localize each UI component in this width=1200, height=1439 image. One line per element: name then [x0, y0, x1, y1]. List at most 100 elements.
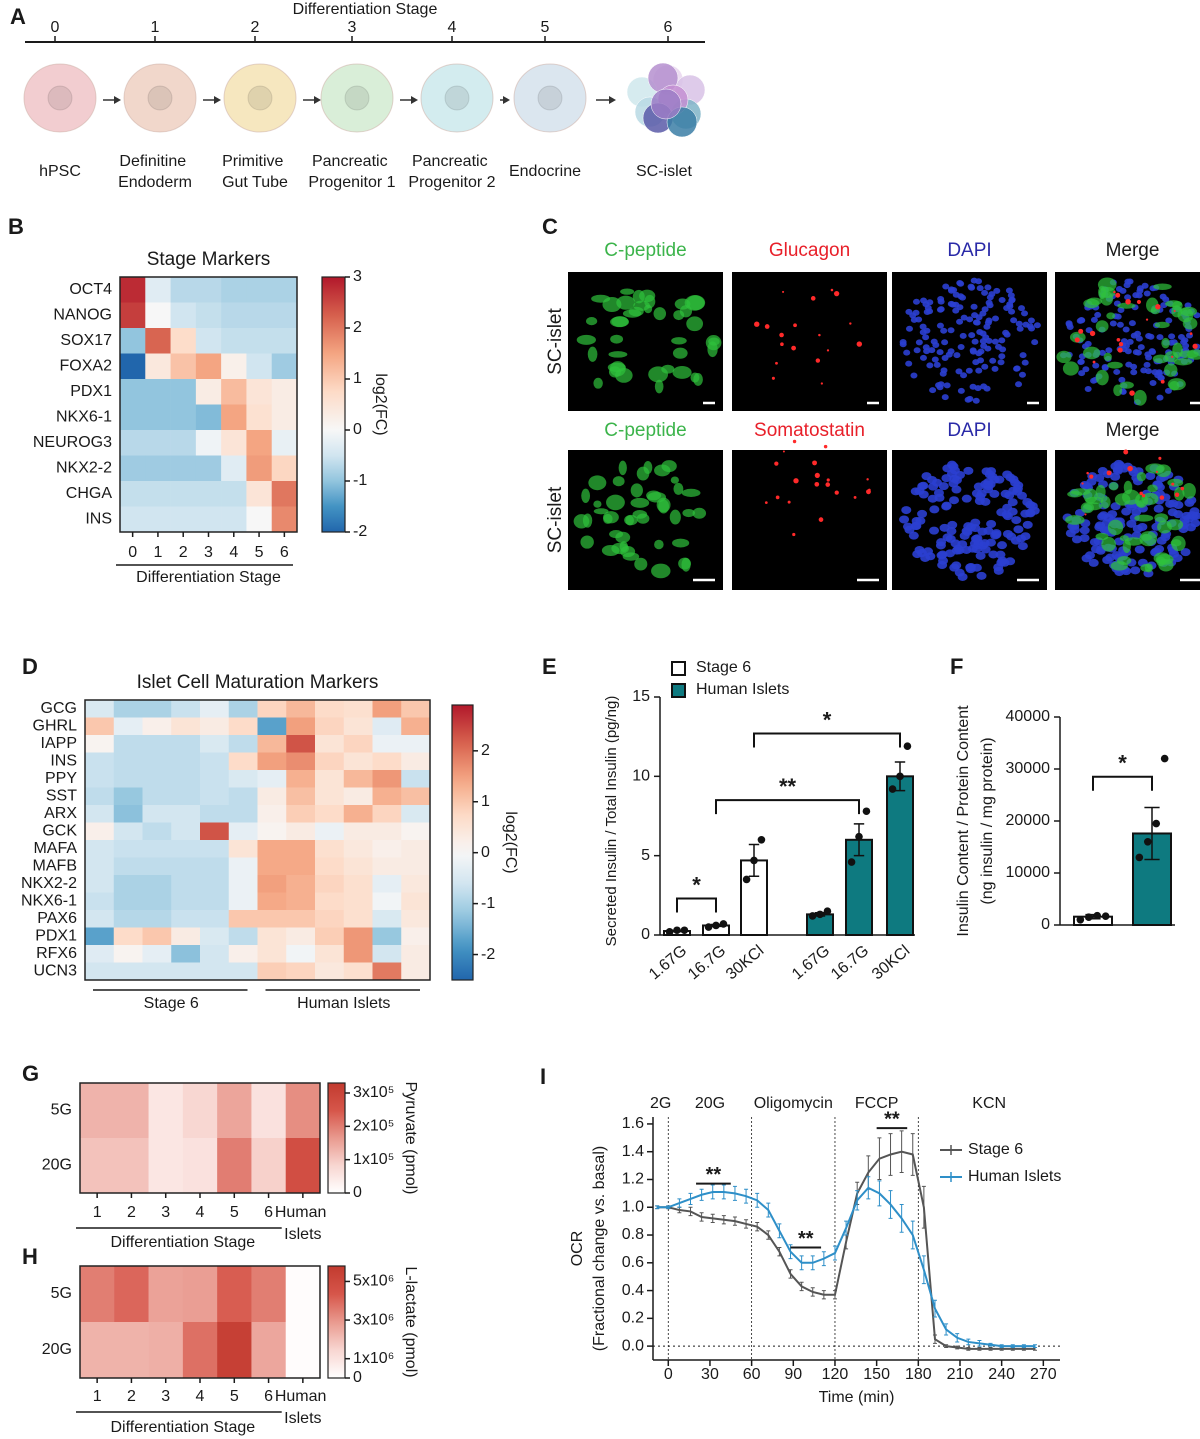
cytoplasm — [612, 476, 625, 487]
nucleus — [1090, 545, 1101, 554]
heatmap-cell — [148, 1138, 184, 1194]
data-point — [750, 856, 758, 865]
x-tick-label: 90 — [784, 1366, 802, 1383]
y-axis-title: Insulin Content / Protein Content — [955, 705, 972, 937]
nucleus — [983, 477, 994, 486]
heatmap-cell — [171, 805, 201, 823]
nucleus — [965, 367, 973, 374]
heatmap-cell — [85, 962, 115, 981]
error-bar-path — [1144, 806, 1160, 861]
nucleus — [1088, 558, 1099, 567]
nucleus — [1022, 520, 1033, 529]
heatmap-cell — [120, 379, 146, 405]
nucleus — [941, 474, 952, 483]
heatmap-cell — [401, 822, 431, 841]
cytoplasm — [633, 300, 650, 311]
heatmap-cell — [401, 892, 431, 911]
nucleus — [936, 349, 944, 356]
nucleus — [995, 550, 1006, 559]
cytoplasm — [656, 497, 671, 513]
y-tick-label: 15 — [632, 688, 650, 705]
data-point — [862, 807, 871, 816]
heatmap-cell — [343, 857, 373, 876]
nucleus — [956, 280, 964, 287]
cytoplasm — [672, 366, 692, 379]
significance-label: * — [1118, 751, 1127, 776]
heatmap-cell — [142, 892, 172, 911]
heatmap-cell — [257, 735, 287, 753]
nucleus — [929, 505, 940, 514]
data-point — [1076, 916, 1085, 924]
cytoplasm — [1095, 320, 1109, 333]
column-label: 2 — [127, 1388, 136, 1405]
heatmap-cell — [171, 700, 201, 718]
row-label: 5G — [51, 1102, 72, 1119]
granule — [1173, 310, 1176, 313]
x-axis-title: Differentiation Stage — [111, 1234, 256, 1251]
heatmap-cell — [217, 1266, 252, 1323]
arrowhead — [503, 96, 510, 104]
nucleus — [910, 487, 921, 496]
heatmap-cell — [221, 404, 247, 431]
heatmap-cell — [142, 700, 172, 718]
row-label: NKX6-1 — [56, 408, 112, 425]
heatmap-cell — [200, 962, 230, 981]
heatmap-cell — [200, 875, 230, 893]
heatmap-cell — [315, 857, 345, 876]
granule — [815, 358, 821, 363]
nucleus — [1017, 542, 1028, 551]
heatmap-cell — [217, 1083, 252, 1139]
nucleus — [975, 367, 983, 374]
nucleus — [344, 85, 370, 111]
heatmap-cell — [315, 840, 345, 858]
nucleus — [1114, 313, 1122, 320]
row-label: NANOG — [53, 306, 112, 323]
cytoplasm — [1069, 331, 1086, 343]
heatmap-cell — [85, 892, 115, 911]
heatmap-cell — [251, 1138, 287, 1194]
heatmap-cell — [142, 840, 172, 858]
granule — [830, 288, 834, 292]
colorbar-tick-label: 1x10⁶ — [353, 1350, 394, 1367]
data-point — [1101, 912, 1110, 920]
cytoplasm — [692, 507, 707, 519]
nucleus — [1132, 524, 1143, 533]
x-tick-label: 60 — [743, 1366, 761, 1383]
colorbar-tick-label: 3 — [353, 268, 362, 285]
heatmap-cell — [113, 857, 143, 876]
cytoplasm — [593, 377, 603, 389]
heatmap-cell — [257, 770, 287, 788]
cytoplasm — [586, 317, 598, 326]
cytoplasm — [673, 482, 684, 495]
nucleus — [913, 347, 921, 354]
series-line — [657, 1186, 1035, 1348]
nucleus — [940, 367, 948, 374]
heatmap-cell — [170, 506, 197, 533]
micrograph — [732, 272, 887, 411]
nucleus — [951, 561, 962, 570]
series-line — [657, 1150, 1035, 1350]
heatmap-cell — [221, 455, 247, 482]
cytoplasm — [681, 557, 691, 572]
nucleus — [147, 85, 173, 111]
nucleus — [931, 356, 939, 363]
heatmap-cell — [145, 455, 171, 482]
granule — [1180, 486, 1185, 491]
heatmap-cell — [113, 770, 143, 788]
heatmap-cell — [142, 735, 172, 753]
nucleus — [941, 394, 949, 401]
row-label: MAFB — [33, 857, 77, 874]
x-tick-label: 0 — [664, 1366, 673, 1383]
nucleus — [1013, 525, 1024, 534]
granule — [1089, 330, 1096, 337]
heatmap-cell — [343, 822, 373, 841]
cytoplasm — [670, 476, 679, 484]
heatmap-cell — [285, 1083, 321, 1139]
y-tick-label: 40000 — [1006, 708, 1051, 725]
stage-label: Pancreatic Progenitor 2 — [408, 153, 495, 191]
heatmap-cell — [315, 962, 345, 981]
cytoplasm — [1117, 302, 1136, 309]
significance-label: * — [823, 707, 832, 732]
granule — [825, 482, 831, 487]
